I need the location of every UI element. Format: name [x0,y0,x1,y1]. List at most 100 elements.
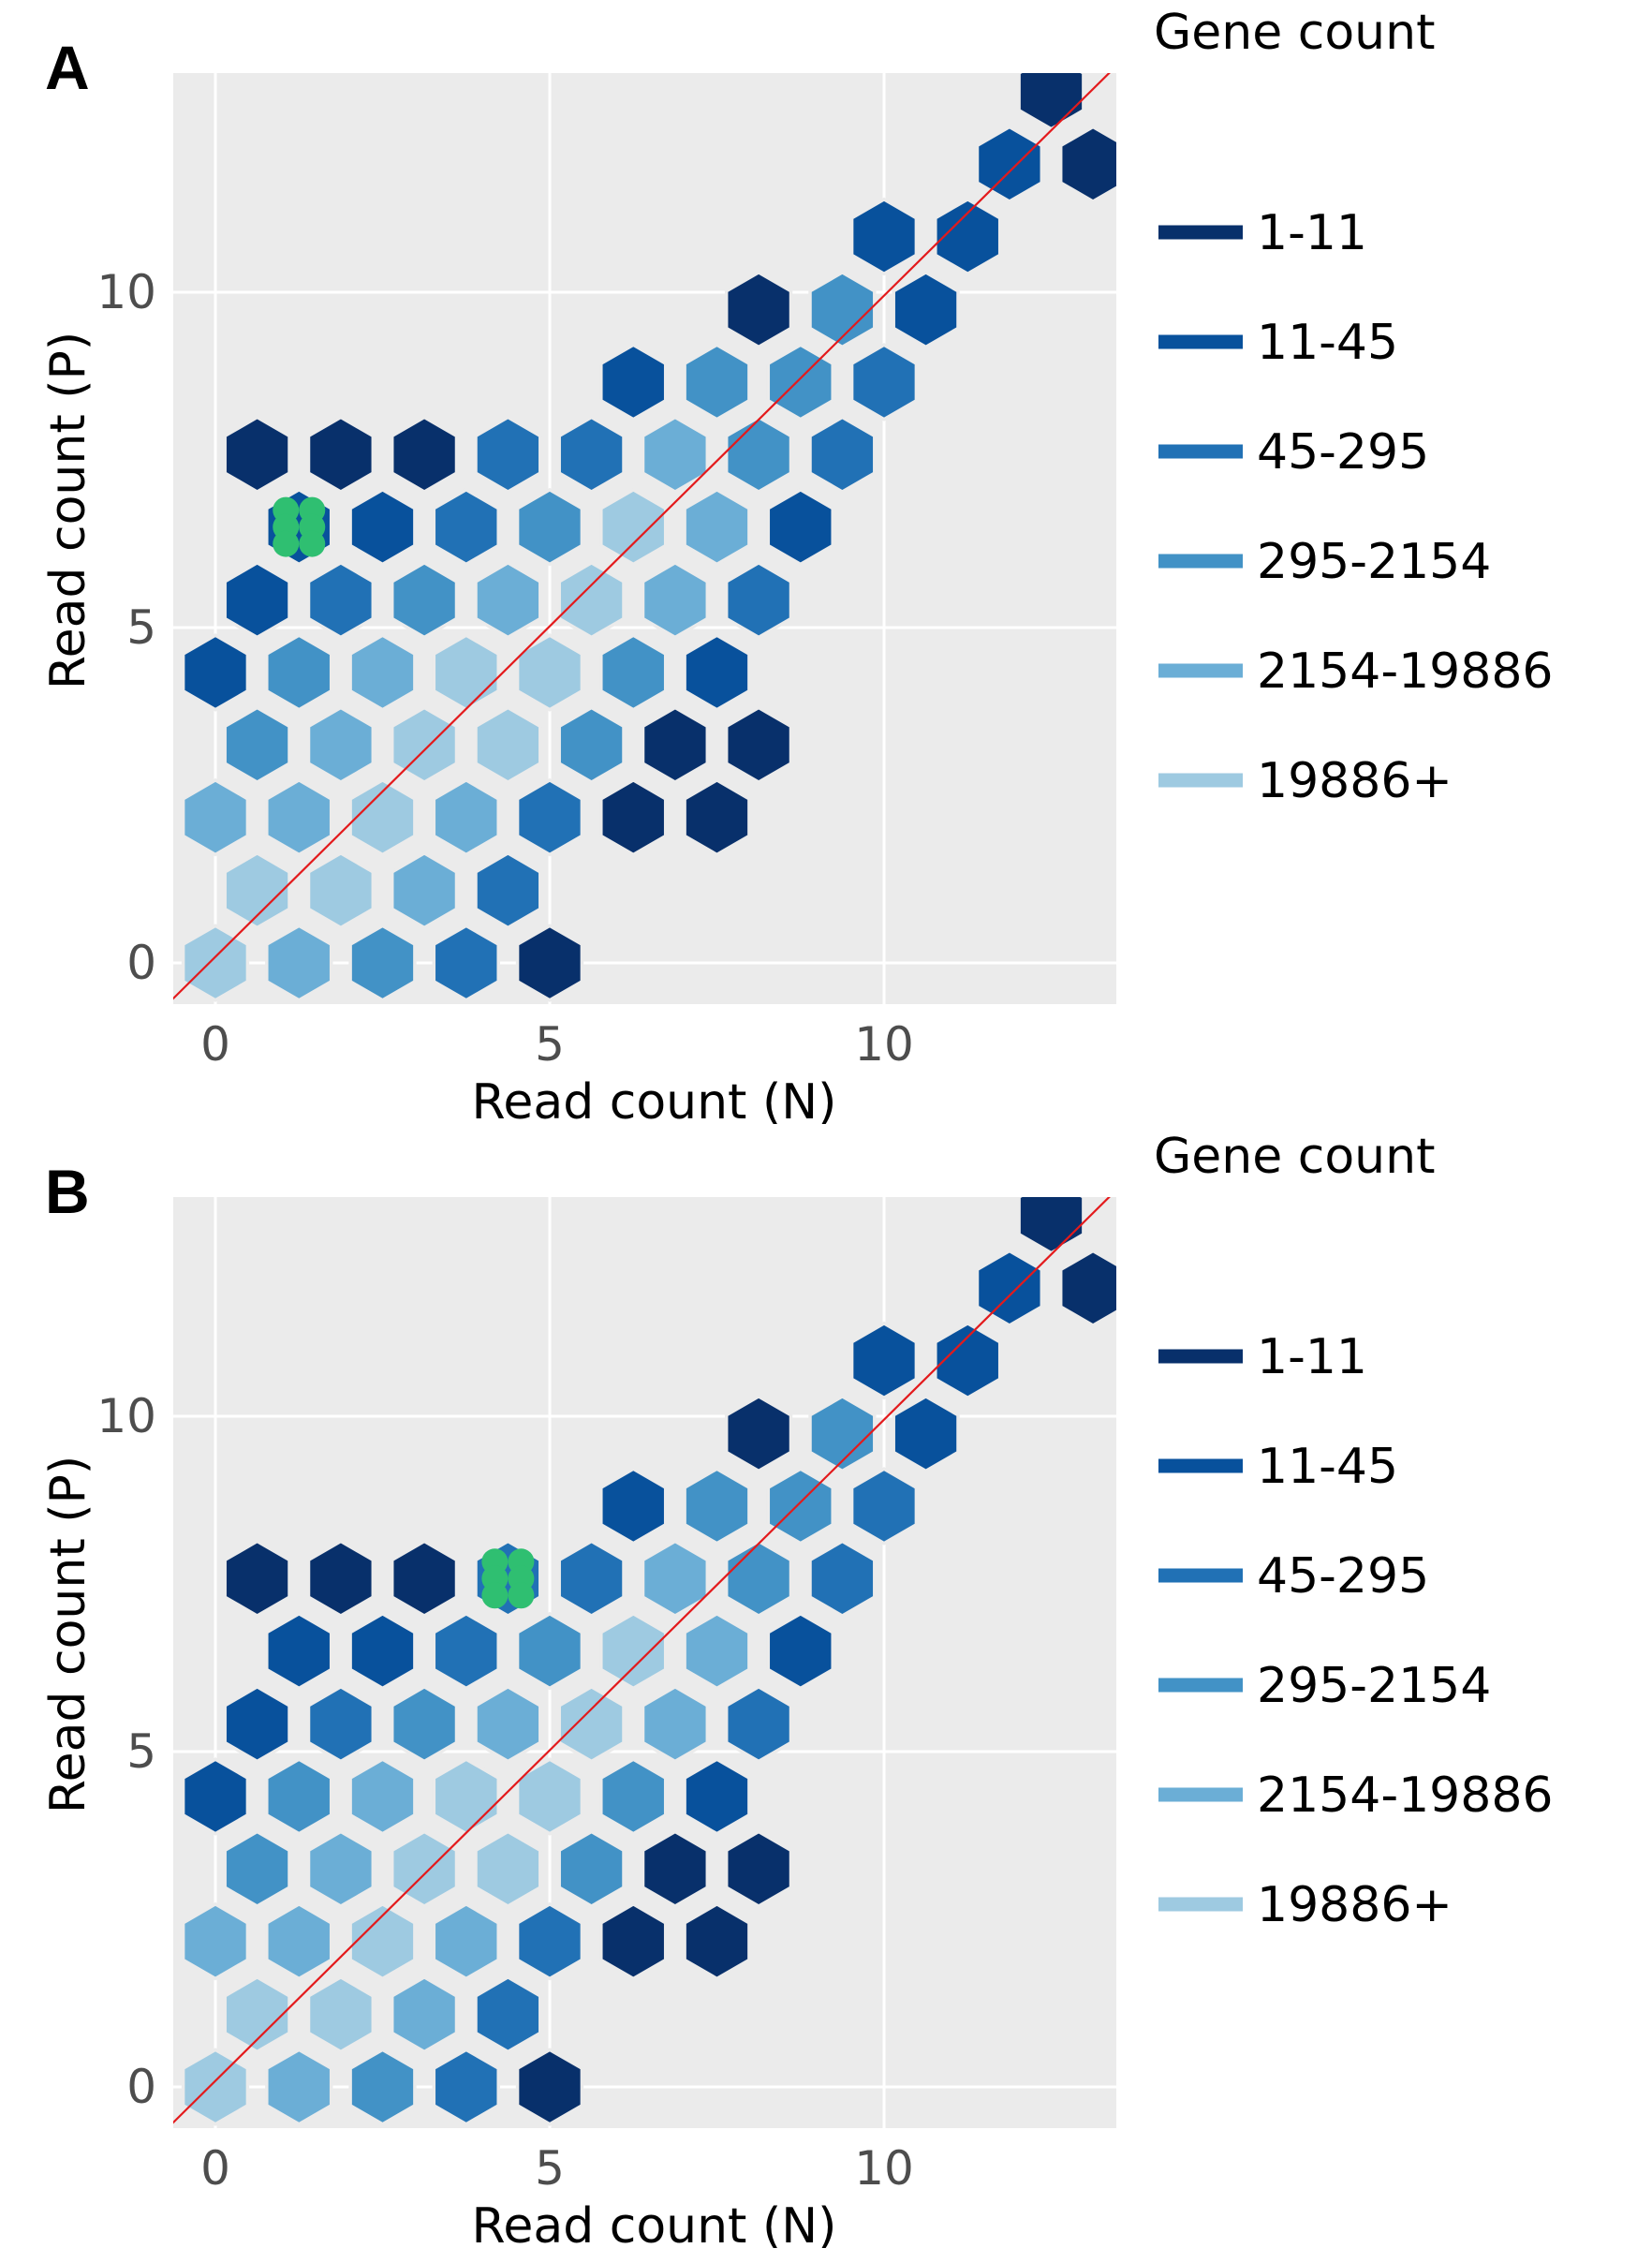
hex-bin [265,1901,333,1981]
hex-bin [975,1249,1044,1328]
hex-bin [599,1467,668,1546]
hex-layer [181,73,1116,1002]
hex-bin [432,633,500,712]
hex-bin [306,1539,376,1619]
hex-bin [390,705,459,785]
hex-bin [474,1829,542,1909]
legend-label: 1-11 [1257,1329,1367,1385]
hex-bin [515,1901,584,1981]
hex-bin [599,1901,668,1981]
diagonal-reference-line [173,73,1111,1000]
hex-bin [181,1901,250,1981]
hex-bin [557,415,626,495]
hex-bin [390,415,459,495]
hex-bin [515,1757,584,1836]
hex-bin [348,1901,417,1981]
hex-bin [223,560,291,640]
hex-bin [515,1611,584,1691]
hex-bin [306,705,376,785]
legend-title: Gene count [1154,1129,1435,1185]
y-tick-label: 0 [126,936,156,990]
legend-label: 11-45 [1257,315,1398,371]
hex-bin [474,1684,542,1764]
y-tick-label: 5 [126,1724,156,1779]
legend-label: 45-295 [1257,1548,1429,1605]
hex-bin [348,1611,417,1691]
hex-bin [223,1539,291,1619]
hex-bin [641,705,710,785]
legend-label: 45-295 [1257,424,1429,481]
hex-bin [557,705,626,785]
highlight-dot [481,1582,509,1609]
hex-bin [683,1757,751,1836]
hex-bin [223,1975,291,2054]
hex-bin [223,850,291,930]
highlight-marker [481,1548,535,1609]
hex-bin [724,705,793,785]
x-tick-label: 10 [854,1017,914,1072]
hex-bin [641,415,710,495]
hex-bin [599,487,668,567]
hex-bin [181,1757,250,1836]
hex-bin [306,415,376,495]
hex-bin [390,1539,459,1619]
hex-bin [432,487,500,567]
hex-bin [474,705,542,785]
hex-bin [808,415,877,495]
hex-bin [432,1901,500,1981]
hex-bin [474,1975,542,2054]
y-axis-label: Read count (P) [40,332,96,689]
hex-bin [432,2048,500,2126]
hex-bin [724,1394,793,1473]
legend-label: 295-2154 [1257,534,1491,590]
hex-bin [557,560,626,640]
hex-bin [683,777,751,857]
hex-bin [432,777,500,857]
hex-bin [265,633,333,712]
hex-layer [181,1197,1116,2126]
y-axis-label: Read count (P) [40,1456,96,1813]
y-tick-label: 10 [96,265,156,319]
y-tick-label: 5 [126,600,156,655]
legend-label: 11-45 [1257,1439,1398,1495]
legend-label: 1-11 [1257,205,1367,261]
hex-bin [1058,125,1116,204]
hex-bin [1058,1249,1116,1328]
diagonal-reference-line [173,1197,1111,2124]
legend-label: 2154-19886 [1257,1768,1554,1824]
hex-bin [181,2048,250,2126]
highlight-marker [273,496,326,557]
x-axis-label: Read count (N) [472,1074,837,1124]
hex-bin [724,270,793,349]
x-tick-label: 0 [200,1017,230,1072]
hex-bin [265,777,333,857]
hex-bin [641,1539,710,1619]
hex-bin [599,1611,668,1691]
legend-label: 19886+ [1257,753,1453,809]
hex-bin [515,487,584,567]
hex-bin [934,197,1002,276]
hex-bin [348,777,417,857]
hex-bin [390,560,459,640]
hex-bin [265,924,333,1002]
legend-label: 2154-19886 [1257,643,1554,700]
legend-label: 19886+ [1257,1877,1453,1933]
highlight-dot [273,530,300,557]
hex-bin [599,777,668,857]
x-axis-label: Read count (N) [472,2198,837,2248]
hex-bin [724,1539,793,1619]
hex-bin [348,1757,417,1836]
highlight-dot [299,530,326,557]
hex-bin [181,777,250,857]
hex-bin [892,1394,960,1473]
hex-bin [348,924,417,1002]
hex-bin [766,487,834,567]
hex-bin [724,1829,793,1909]
legend: Gene count 1-11 11-45 45-295 295-2154 2154-19… [1154,5,1554,809]
hexbin-chart-a: A 0 5 10 0 5 10 Read count (N) Read count (P) Gen… [40,5,1554,1124]
hex-bin [557,1684,626,1764]
hex-bin [515,633,584,712]
hex-bin [1017,1197,1085,1255]
highlight-dot [508,1582,535,1609]
panel-a: A 0 5 10 0 5 10 Read count (N) Read count (P) Gen… [0,0,1652,1124]
